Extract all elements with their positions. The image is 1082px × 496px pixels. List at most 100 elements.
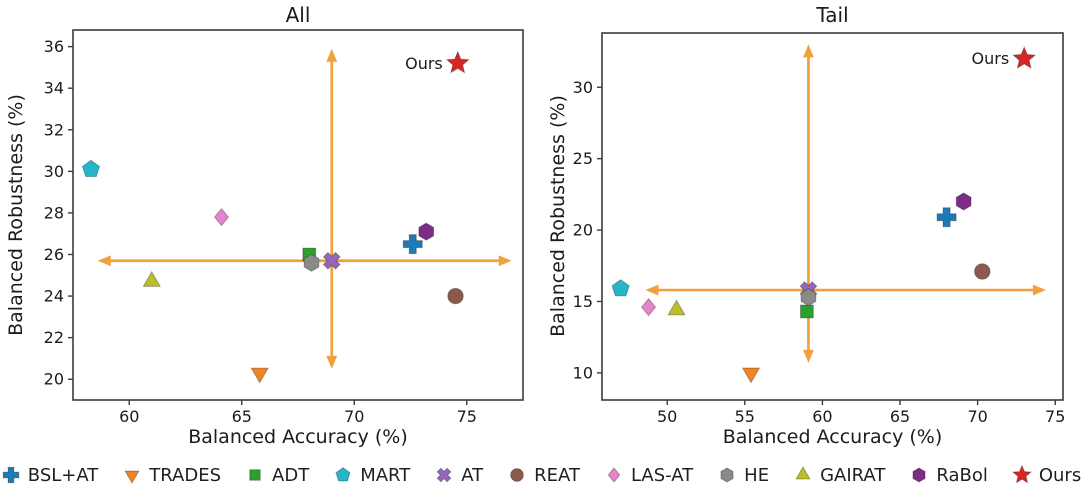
legend-item-GAIRAT: GAIRAT xyxy=(793,465,885,486)
svg-text:15: 15 xyxy=(573,292,593,311)
point-REAT xyxy=(974,263,991,280)
svg-text:55: 55 xyxy=(735,407,755,426)
plot-title-all: All xyxy=(285,3,311,27)
svg-text:65: 65 xyxy=(232,407,252,426)
svg-text:30: 30 xyxy=(573,78,593,97)
scatter-plot-tail: 50 55 60 65 70 75 10 15 20 25 30 Ours xyxy=(573,32,1065,426)
y-axis-ticks: 10 15 20 25 30 xyxy=(573,78,602,382)
svg-text:75: 75 xyxy=(1045,407,1065,426)
svg-text:50: 50 xyxy=(657,407,677,426)
legend-label: LAS-AT xyxy=(630,464,694,486)
subplot-tail: Tail Balanced Robustness (%) Balanced Ac… xyxy=(541,0,1082,455)
AT-marker-glyph xyxy=(436,467,452,483)
Ours-marker-icon xyxy=(1011,465,1032,484)
legend-item-BSL+AT: BSL+AT xyxy=(1,465,98,486)
point-BSL+AT xyxy=(402,234,423,255)
x-axis-ticks: 50 55 60 65 70 75 xyxy=(657,400,1065,426)
REAT-marker-glyph xyxy=(510,468,525,482)
legend: BSL+AT TRADES ADT MART AT REAT LAS-AT HE GAIRAT R… xyxy=(0,457,1082,493)
GAIRAT-marker-glyph xyxy=(795,466,811,480)
crosshair-horizontal-arrow xyxy=(645,284,1046,296)
ADT-marker-icon xyxy=(249,469,261,481)
point-AT xyxy=(322,251,341,270)
legend-item-MART: MART xyxy=(333,465,410,486)
point-HE xyxy=(303,253,320,272)
legend-label: TRADES xyxy=(149,464,222,486)
point-BSL+AT xyxy=(936,207,957,228)
plot-frame xyxy=(72,29,524,401)
x-axis-label-all: Balanced Accuracy (%) xyxy=(188,426,408,448)
point-GAIRAT xyxy=(142,270,162,287)
legend-item-RaBol: RaBol xyxy=(909,465,988,486)
point-RaBol xyxy=(955,192,972,211)
ADT-marker-glyph xyxy=(249,469,261,481)
svg-text:25: 25 xyxy=(573,149,593,168)
Ours-marker-glyph xyxy=(1011,465,1032,484)
point-Ours xyxy=(445,50,470,74)
TRADES-marker-glyph xyxy=(124,470,141,484)
svg-text:28: 28 xyxy=(44,203,64,222)
point-TRADES xyxy=(741,367,761,384)
svg-text:32: 32 xyxy=(44,120,64,139)
legend-item-HE: HE xyxy=(717,465,769,486)
legend-item-REAT: REAT xyxy=(507,465,580,486)
RaBol-marker-icon xyxy=(912,467,926,483)
legend-label: ADT xyxy=(272,464,310,486)
legend-item-ADT: ADT xyxy=(245,465,309,486)
point-Ours xyxy=(1012,45,1037,70)
LAS-AT-marker-icon xyxy=(607,467,621,483)
svg-text:10: 10 xyxy=(573,363,593,382)
svg-text:36: 36 xyxy=(44,37,64,56)
legend-label: BSL+AT xyxy=(27,464,99,486)
legend-label: GAIRAT xyxy=(820,464,886,486)
BSL+AT-marker-glyph xyxy=(2,466,20,484)
svg-text:65: 65 xyxy=(890,407,910,426)
legend-label: RaBol xyxy=(936,464,988,486)
ours-annotation-label: Ours xyxy=(405,54,443,73)
y-axis-ticks: 20 22 24 26 28 30 32 34 36 xyxy=(44,37,73,389)
legend-label: HE xyxy=(744,464,770,486)
svg-text:34: 34 xyxy=(44,79,64,98)
MART-marker-icon xyxy=(335,467,351,482)
legend-label: MART xyxy=(360,464,411,486)
point-MART xyxy=(81,159,101,178)
point-GAIRAT xyxy=(667,299,686,316)
plot-title-tail: Tail xyxy=(816,3,849,27)
svg-text:20: 20 xyxy=(44,370,64,389)
svg-text:70: 70 xyxy=(344,407,364,426)
legend-item-AT: AT xyxy=(434,465,483,486)
GAIRAT-marker-icon xyxy=(795,466,811,480)
point-HE xyxy=(800,288,817,307)
svg-text:30: 30 xyxy=(44,162,64,181)
legend-item-LAS-AT: LAS-AT xyxy=(604,465,693,486)
legend-label: Ours xyxy=(1038,464,1082,486)
point-TRADES xyxy=(250,367,270,384)
TRADES-marker-icon xyxy=(124,470,141,484)
svg-text:22: 22 xyxy=(44,328,64,347)
RaBol-marker-glyph xyxy=(912,467,926,483)
legend-item-Ours: Ours xyxy=(1011,464,1082,486)
subplot-all: All Balanced Robustness (%) Balanced Acc… xyxy=(0,0,541,455)
svg-text:24: 24 xyxy=(44,287,64,306)
BSL+AT-marker-icon xyxy=(2,466,20,484)
point-LAS-AT xyxy=(640,297,657,317)
HE-marker-glyph xyxy=(720,467,734,483)
svg-text:60: 60 xyxy=(812,407,832,426)
point-ADT xyxy=(799,304,814,319)
svg-text:70: 70 xyxy=(967,407,987,426)
REAT-marker-icon xyxy=(510,468,525,482)
point-RaBol xyxy=(418,222,435,241)
point-LAS-AT xyxy=(213,207,230,227)
ours-annotation-label: Ours xyxy=(972,49,1010,68)
scatter-plot-all: 60 65 70 75 20 22 24 26 28 30 32 34 36 Ours xyxy=(44,29,524,426)
legend-item-TRADES: TRADES xyxy=(122,465,221,486)
svg-text:20: 20 xyxy=(573,221,593,240)
point-MART xyxy=(611,278,630,297)
MART-marker-glyph xyxy=(335,467,351,482)
AT-marker-icon xyxy=(436,467,452,483)
HE-marker-icon xyxy=(720,467,734,483)
svg-text:60: 60 xyxy=(119,407,139,426)
legend-label: AT xyxy=(461,464,484,486)
LAS-AT-marker-glyph xyxy=(607,467,621,483)
